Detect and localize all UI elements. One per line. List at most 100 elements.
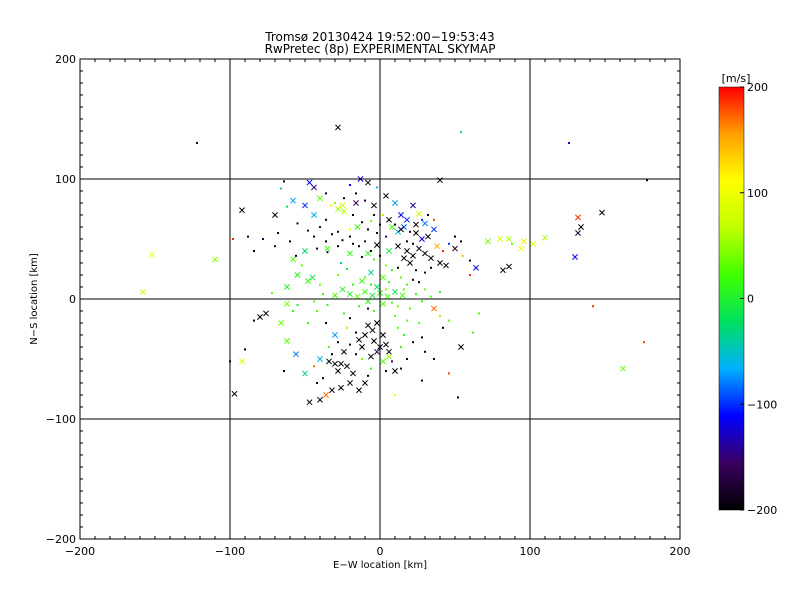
data-point-dot (370, 367, 372, 370)
data-point-dot (289, 240, 291, 243)
data-point-cross (362, 288, 368, 295)
data-point-dot (337, 245, 339, 248)
data-point-dot (343, 197, 345, 200)
data-point-dot (358, 305, 360, 308)
colorbar-label: [m/s] (722, 72, 751, 85)
data-point-cross (443, 262, 449, 269)
data-point-cross (335, 368, 341, 374)
data-point-cross (371, 202, 377, 209)
colorbar-tick-label: −100 (747, 398, 777, 411)
data-point-cross (392, 200, 398, 206)
data-point-cross (311, 212, 317, 218)
data-point-dot (326, 304, 329, 306)
data-point-cross (404, 216, 410, 223)
data-point-dot (643, 341, 645, 344)
x-tick-label: 0 (377, 545, 384, 558)
data-point-dot (442, 326, 444, 329)
data-point-dot (334, 202, 336, 204)
data-point-dot (406, 358, 408, 360)
data-point-cross (431, 305, 437, 312)
data-point-dot (325, 322, 327, 324)
data-point-dot (337, 230, 339, 233)
data-point-dot (394, 314, 396, 317)
data-point-dot (385, 288, 387, 291)
data-point-cross (399, 292, 406, 299)
data-point-cross (332, 332, 338, 338)
data-point-cross (309, 274, 316, 281)
y-tick-label: 0 (69, 293, 76, 306)
data-point-cross (339, 286, 346, 293)
data-point-cross (354, 224, 361, 230)
data-point-cross (386, 348, 392, 355)
data-point-dot (196, 142, 198, 144)
data-point-dot (397, 266, 399, 269)
data-point-dot (442, 250, 444, 252)
data-point-cross (140, 288, 146, 295)
data-point-dot (409, 307, 411, 310)
data-point-dot (430, 295, 432, 298)
data-point-dot (457, 396, 459, 399)
data-point-dot (253, 319, 255, 322)
data-point-dot (424, 350, 426, 353)
data-point-dot (448, 319, 450, 322)
data-point-cross (413, 230, 419, 236)
data-point-cross (347, 250, 353, 257)
data-point-dot (316, 247, 318, 250)
data-point-dot (385, 264, 387, 267)
data-point-dot (337, 341, 339, 344)
data-point-dot (271, 292, 273, 294)
data-point-dot (469, 274, 471, 276)
data-point-dot (361, 358, 363, 360)
data-point-dot (322, 377, 324, 380)
data-point-dot (313, 235, 315, 238)
data-point-cross (401, 255, 407, 262)
data-point-dot (394, 223, 396, 226)
data-point-dot (328, 346, 330, 348)
data-point-cross (575, 214, 581, 221)
data-point-dot (364, 199, 366, 202)
data-point-dot (370, 250, 372, 252)
data-point-dot (439, 314, 441, 317)
data-point-cross (392, 368, 398, 374)
data-point-cross (398, 226, 404, 233)
data-point-dot (388, 281, 390, 284)
data-point-cross (518, 245, 524, 252)
data-point-dot (301, 264, 303, 267)
x-tick-label: −200 (65, 545, 95, 558)
data-point-cross (231, 390, 238, 397)
data-point-dot (349, 343, 351, 346)
data-point-dot (247, 235, 249, 238)
data-point-cross (344, 363, 350, 370)
data-point-dot (326, 251, 329, 254)
data-point-dot (397, 305, 399, 308)
data-point-dot (307, 322, 309, 324)
data-point-cross (212, 256, 218, 263)
data-point-cross (317, 356, 323, 362)
data-point-cross (306, 179, 313, 186)
data-point-dot (421, 218, 423, 221)
data-point-dot (343, 312, 345, 315)
data-point-dot (448, 372, 450, 375)
data-point-cross (263, 310, 269, 317)
data-point-dot (460, 240, 462, 243)
data-point-cross (239, 207, 245, 214)
data-point-cross (572, 254, 578, 260)
data-point-cross (380, 300, 386, 307)
data-point-dot (325, 240, 327, 243)
data-point-cross (620, 365, 626, 372)
data-point-cross (335, 124, 341, 131)
data-point-cross (359, 344, 365, 350)
data-point-cross (329, 387, 335, 394)
data-point-dot (461, 254, 464, 257)
data-point-dot (403, 334, 405, 336)
data-point-cross (347, 291, 353, 298)
data-point-cross (383, 192, 389, 199)
data-point-cross (302, 202, 308, 209)
data-point-cross (317, 195, 323, 202)
data-point-dot (427, 214, 429, 216)
data-point-cross (530, 240, 536, 247)
data-point-cross (317, 396, 323, 403)
data-point-dot (421, 300, 423, 303)
data-point-dot (478, 312, 480, 315)
data-point-cross (368, 353, 374, 360)
